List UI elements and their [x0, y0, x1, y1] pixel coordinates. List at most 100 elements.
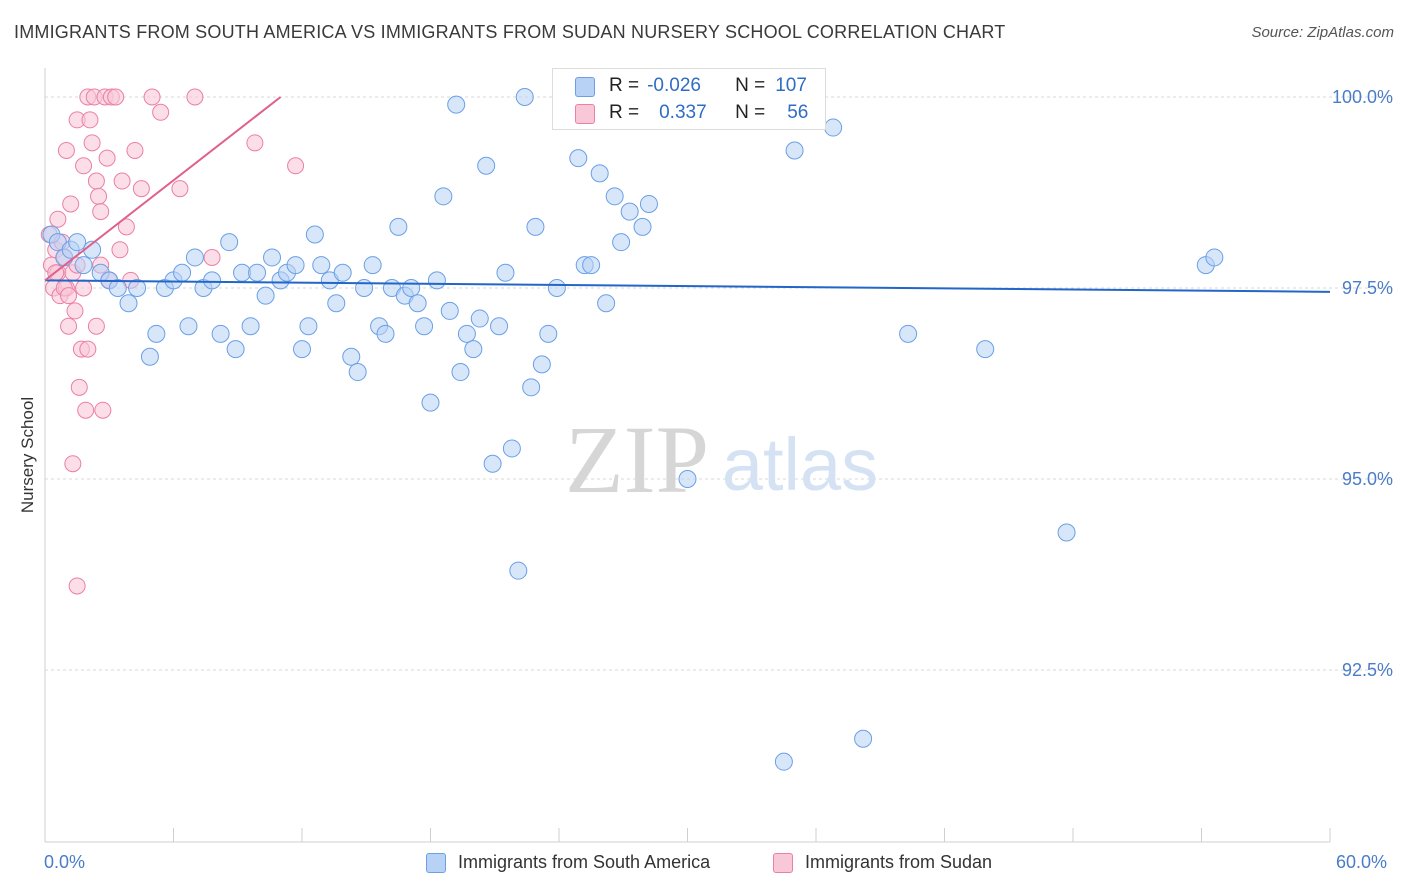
south-america-point [389, 217, 408, 236]
south-america-point [515, 88, 534, 106]
south-america-point [220, 233, 239, 252]
sudan-point [90, 187, 108, 205]
sudan-point [64, 455, 82, 473]
south-america-point [427, 271, 446, 290]
south-america-point [241, 317, 260, 336]
south-america-point [1205, 248, 1224, 267]
series-sudan-points [40, 88, 305, 595]
south-america-point [408, 294, 427, 313]
south-america-point [226, 340, 245, 359]
south-america-point [402, 279, 421, 297]
south-america-point [526, 217, 545, 236]
south-america-point [185, 248, 204, 267]
south-america-point [1057, 523, 1076, 542]
chart-title: IMMIGRANTS FROM SOUTH AMERICA VS IMMIGRA… [14, 22, 1006, 42]
south-america-point [785, 141, 804, 160]
south-america-point [119, 294, 138, 313]
sudan-point [113, 172, 131, 190]
south-america-point [108, 279, 127, 297]
south-america-point [342, 347, 361, 366]
trend-line-south-america [44, 279, 1331, 293]
south-america-point [451, 363, 470, 382]
south-america-point [305, 225, 324, 244]
sudan-point [75, 279, 93, 297]
legend-label-sudan: Immigrants from Sudan [805, 852, 993, 872]
x-tick-label-max: 60.0% [1336, 852, 1388, 872]
south-america-point [590, 164, 609, 183]
south-america-point [522, 378, 541, 397]
south-america-point [299, 317, 318, 336]
south-america-point [597, 294, 616, 313]
y-tick-label: 100.0% [1331, 87, 1393, 107]
sudan-point [132, 180, 150, 198]
sudan-point [70, 378, 88, 396]
south-america-point [333, 263, 352, 282]
trend-lines [44, 96, 1331, 293]
south-america-point [509, 561, 528, 580]
south-america-point [421, 393, 440, 412]
south-america-point [147, 324, 166, 343]
sudan-point [171, 180, 189, 198]
south-america-point [582, 256, 601, 275]
south-america-point [464, 340, 483, 359]
south-america-point [569, 149, 588, 168]
sudan-point [87, 317, 105, 335]
south-america-point [532, 355, 551, 374]
south-america-point [74, 256, 93, 275]
south-america-point [312, 256, 331, 275]
south-america-point [68, 233, 87, 252]
stats-row-sudan: R = 0.337 N = 56 [575, 100, 808, 126]
sudan-point [66, 302, 84, 320]
legend-item-south-america[interactable]: Immigrants from South America [426, 852, 710, 873]
r-label: R = [609, 102, 640, 123]
south-america-point [639, 194, 658, 213]
n-label: N = [735, 75, 766, 96]
south-america-point [678, 470, 697, 488]
south-america-point [415, 317, 434, 336]
sudan-point [49, 210, 67, 228]
legend-swatch-sudan [773, 852, 793, 873]
swatch-south-america [575, 77, 595, 97]
south-america-point [539, 324, 558, 343]
south-america-point [502, 439, 521, 458]
south-america-point [286, 256, 305, 275]
sudan-point [60, 317, 78, 335]
south-america-point [612, 233, 631, 252]
sudan-point [126, 141, 144, 159]
sudan-point [62, 195, 80, 213]
axes [44, 68, 1331, 843]
sudan-point [81, 111, 99, 129]
south-america-point [348, 363, 367, 382]
sudan-point [111, 241, 129, 259]
gridlines [45, 96, 1390, 671]
south-america-point [496, 263, 515, 282]
south-america-point [490, 317, 509, 336]
sudan-point [152, 103, 170, 121]
chart-source: Source: ZipAtlas.com [1251, 24, 1394, 41]
sudan-point [87, 172, 105, 190]
south-america-point [547, 279, 566, 297]
south-america-point [233, 263, 252, 282]
stats-row-south-america: R = -0.026 N = 107 [575, 73, 807, 99]
y-tick-label: 95.0% [1341, 469, 1393, 489]
sudan-point [287, 157, 305, 175]
sudan-point [94, 401, 112, 419]
south-america-point [434, 187, 453, 206]
south-america-point [440, 301, 459, 320]
bottom-legend: Immigrants from South America Immigrants… [0, 852, 1406, 878]
south-america-point [263, 248, 282, 267]
r-value-sudan: 0.337 [659, 102, 707, 123]
x-tick-label-min: 0.0% [44, 852, 86, 872]
legend-item-sudan[interactable]: Immigrants from Sudan [773, 852, 992, 873]
south-america-point [824, 118, 843, 137]
y-tick-label: 97.5% [1341, 278, 1393, 298]
sudan-point [107, 88, 125, 106]
legend-swatch-south-america [426, 852, 446, 873]
south-america-point [327, 294, 346, 313]
sudan-point [203, 248, 221, 266]
r-value-south-america: -0.026 [647, 75, 701, 96]
sudan-point [75, 157, 93, 175]
south-america-point [203, 271, 222, 290]
trend-line-sudan [44, 96, 282, 282]
south-america-point [256, 286, 275, 305]
